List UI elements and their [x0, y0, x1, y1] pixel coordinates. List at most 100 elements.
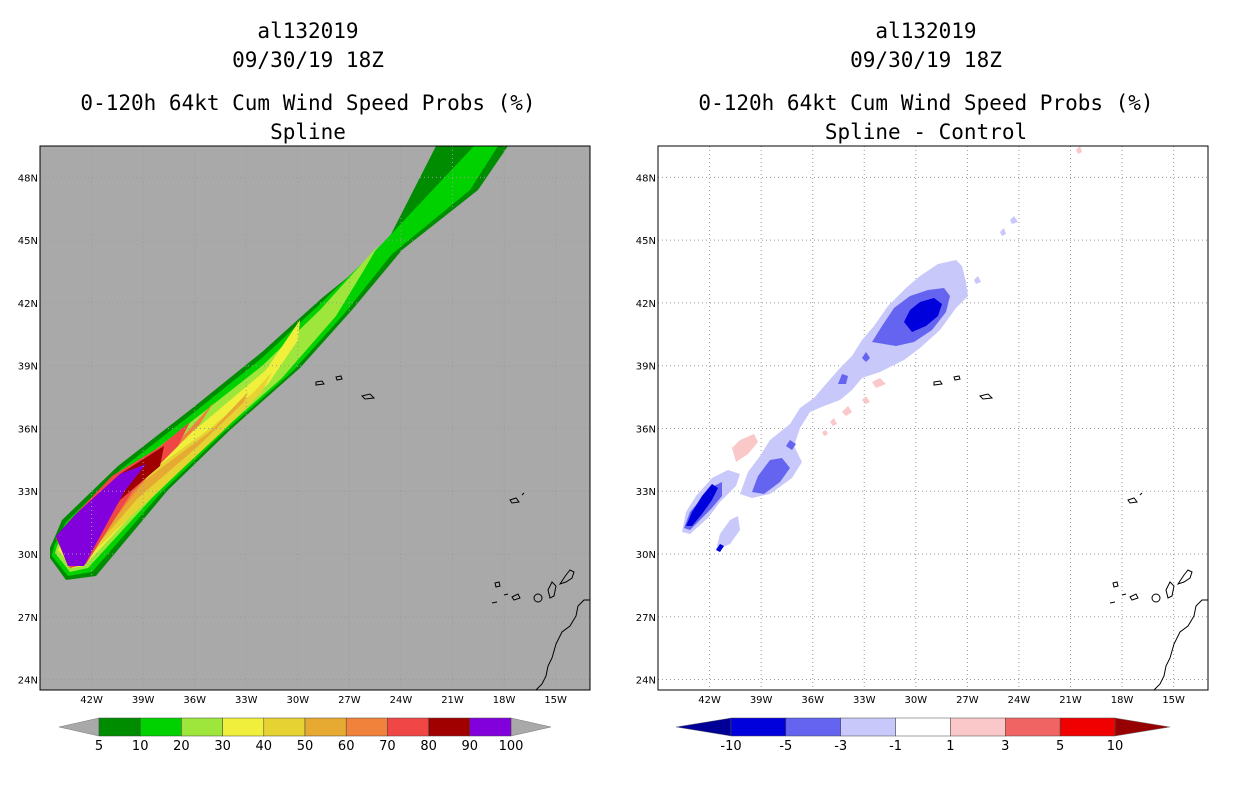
colorbar-label: 40: [256, 739, 273, 754]
colorbar-label: -3: [834, 739, 847, 754]
left-gridlines: [40, 146, 590, 690]
y-tick-label: 27N: [18, 613, 38, 624]
left-title-method: Spline: [270, 120, 346, 144]
y-tick-label: 39N: [18, 362, 38, 373]
azores-islands-3: [361, 393, 376, 400]
right-map-frame: [657, 145, 1209, 691]
diff-region-minus-5: [904, 298, 942, 332]
x-tick-label: 39W: [750, 695, 773, 706]
colorbar-swatch: [263, 717, 306, 737]
colorbar-label: 30: [214, 739, 231, 754]
y-tick-label: 36N: [18, 424, 38, 435]
colorbar-label: 70: [379, 739, 396, 754]
x-tick-label: 30W: [905, 695, 928, 706]
x-tick-label: 27W: [338, 695, 361, 706]
y-tick-label: 48N: [636, 173, 656, 184]
diff-region-minus-3: [752, 458, 790, 494]
colorbar-swatch: [730, 717, 787, 737]
right-difference-field: [682, 146, 1082, 552]
colorbar-swatch: [428, 717, 471, 737]
y-tick-label: 30N: [636, 550, 656, 561]
colorbar-swatch: [139, 717, 182, 737]
x-tick-label: 27W: [956, 695, 979, 706]
diff-region-minus-1: [974, 276, 981, 284]
azores-islands: [933, 380, 943, 386]
right-gridlines: [658, 146, 1208, 690]
x-tick-label: 21W: [441, 695, 464, 706]
colorbar-label: 1: [946, 739, 954, 754]
colorbar-label: 10: [1107, 739, 1124, 754]
diff-region-plus-1: [830, 418, 837, 426]
madeira-islands: [509, 492, 525, 504]
colorbar-swatch: [895, 717, 951, 737]
diff-region-plus-1: [1076, 146, 1082, 154]
x-tick-label: 18W: [1111, 695, 1134, 706]
x-tick-label: 21W: [1059, 695, 1082, 706]
colorbar-label: -5: [779, 739, 792, 754]
colorbar-label: 10: [132, 739, 149, 754]
colorbar-swatch: [1005, 717, 1061, 737]
diff-region-minus-5: [716, 544, 724, 552]
diff-region-minus-3: [838, 374, 848, 384]
diff-region-plus-1: [822, 430, 828, 436]
right-axis-labels: 42W 39W 36W 33W 30W 27W 24W 21W 18W 15W 24N 27N 30N 3…: [636, 173, 1185, 706]
x-tick-label: 24W: [390, 695, 413, 706]
colorbar-label: 80: [420, 739, 437, 754]
y-tick-label: 45N: [18, 236, 38, 247]
x-tick-label: 18W: [493, 695, 516, 706]
colorbar-swatch: [181, 717, 223, 737]
y-tick-label: 33N: [636, 487, 656, 498]
colorbar-swatch: [950, 717, 1006, 737]
y-tick-label: 27N: [636, 613, 656, 624]
colorbar-swatch: [387, 717, 429, 737]
y-tick-label: 42N: [636, 299, 656, 310]
left-coastlines: [315, 375, 590, 691]
diff-region-minus-3: [862, 352, 870, 362]
colorbar-label: 5: [1056, 739, 1064, 754]
right-title-method: Spline - Control: [825, 120, 1027, 144]
x-tick-label: 33W: [853, 695, 876, 706]
right-title-storm: al132019: [875, 19, 976, 43]
right-title-date: 09/30/19 18Z: [850, 48, 1002, 72]
diff-region-minus-5: [686, 484, 718, 526]
right-title-product: 0-120h 64kt Cum Wind Speed Probs (%): [698, 91, 1153, 115]
colorbar-label: 90: [462, 739, 479, 754]
diff-region-minus-1: [716, 516, 740, 550]
y-tick-label: 45N: [636, 236, 656, 247]
azores-islands-2: [953, 375, 961, 381]
diff-region-minus-1: [1010, 216, 1018, 224]
canary-islands: [1109, 569, 1193, 604]
colorbar-label: 5: [95, 739, 103, 754]
left-title-date: 09/30/19 18Z: [232, 48, 384, 72]
x-tick-label: 36W: [801, 695, 824, 706]
azores-islands: [315, 380, 325, 386]
colorbar-swatch: [98, 717, 141, 737]
x-tick-label: 24W: [1008, 695, 1031, 706]
x-tick-label: 15W: [1162, 695, 1185, 706]
colorbar-high-arrow: [510, 717, 552, 737]
swath-band-90: [56, 464, 146, 566]
colorbar-label: 100: [499, 739, 524, 754]
right-map-background: [658, 146, 1208, 690]
left-colorbar: 5 10 20 30 40 50 60 70 80 90 100: [58, 717, 552, 754]
azores-islands-2: [335, 375, 343, 381]
y-tick-label: 30N: [18, 550, 38, 561]
diff-region-plus-1: [872, 378, 886, 388]
diff-region-plus-1: [842, 406, 852, 416]
right-panel: al132019 09/30/19 18Z 0-120h 64kt Cum Wi…: [636, 19, 1209, 754]
left-map-frame: [39, 145, 591, 691]
diff-region-plus-1: [862, 396, 870, 404]
left-title-storm: al132019: [257, 19, 358, 43]
colorbar-swatch: [345, 717, 388, 737]
africa-coastline: [535, 599, 590, 691]
colorbar-low-arrow: [675, 717, 732, 737]
x-tick-label: 39W: [132, 695, 155, 706]
left-map-background: [40, 146, 590, 690]
y-tick-label: 24N: [18, 676, 38, 687]
left-panel: al132019 09/30/19 18Z 0-120h 64kt Cum Wi…: [18, 19, 591, 754]
colorbar-swatch: [222, 717, 265, 737]
azores-islands-3: [979, 393, 994, 400]
colorbar-low-arrow: [58, 717, 100, 737]
right-colorbar: -10 -5 -3 -1 1 3 5 10: [675, 717, 1171, 754]
